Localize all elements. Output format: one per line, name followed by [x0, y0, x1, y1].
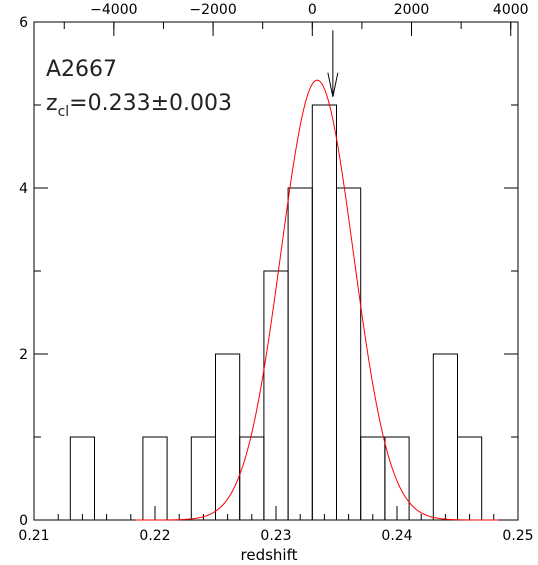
- top-tick-label: 0: [308, 2, 317, 18]
- histogram-bar: [336, 187, 362, 521]
- histogram-bar: [360, 436, 386, 521]
- y-tick-label: 6: [19, 15, 28, 31]
- histogram-bar: [432, 353, 458, 521]
- x-tick-labels: 0.21 0.22 0.23 0.24 0.25: [18, 528, 533, 544]
- x-tick-label: 0.24: [381, 528, 412, 544]
- top-tick-label: 4000: [493, 2, 529, 18]
- top-tick-label: −4000: [90, 2, 137, 18]
- top-tick-label: 2000: [394, 2, 430, 18]
- cluster-name-label: A2667: [46, 57, 117, 82]
- x-axis-title: redshift: [241, 546, 298, 564]
- x-tick-label: 0.22: [139, 528, 170, 544]
- histogram-bar: [311, 104, 337, 521]
- x-tick-label: 0.25: [502, 528, 533, 544]
- y-tick-label: 2: [19, 347, 28, 363]
- y-tick-labels: 0 2 4 6: [19, 15, 28, 529]
- x-tick-label: 0.23: [260, 528, 291, 544]
- y-tick-label: 4: [19, 181, 28, 197]
- y-tick-label: 0: [19, 513, 28, 529]
- histogram-bar: [190, 436, 217, 521]
- z-symbol: z: [46, 91, 58, 116]
- gaussian-fit-curve: [135, 79, 499, 521]
- histogram-bar: [457, 436, 483, 521]
- histogram-bar: [69, 436, 96, 521]
- z-value: =0.233±0.003: [69, 91, 232, 116]
- histogram-bar: [287, 187, 313, 521]
- histogram-bar: [215, 353, 241, 521]
- arrow-marker: [327, 30, 339, 97]
- histogram-bar: [384, 436, 410, 521]
- histogram-bars: [69, 104, 483, 521]
- top-tick-label: −2000: [189, 2, 236, 18]
- x-tick-label: 0.21: [18, 528, 49, 544]
- redshift-estimate-label: zcl=0.233±0.003: [46, 91, 232, 120]
- z-subscript: cl: [58, 104, 70, 120]
- histogram-bar: [239, 436, 265, 521]
- arrow-head: [327, 72, 339, 97]
- histogram-bar: [263, 270, 289, 521]
- top-tick-labels: −4000 −2000 0 2000 4000: [90, 2, 528, 18]
